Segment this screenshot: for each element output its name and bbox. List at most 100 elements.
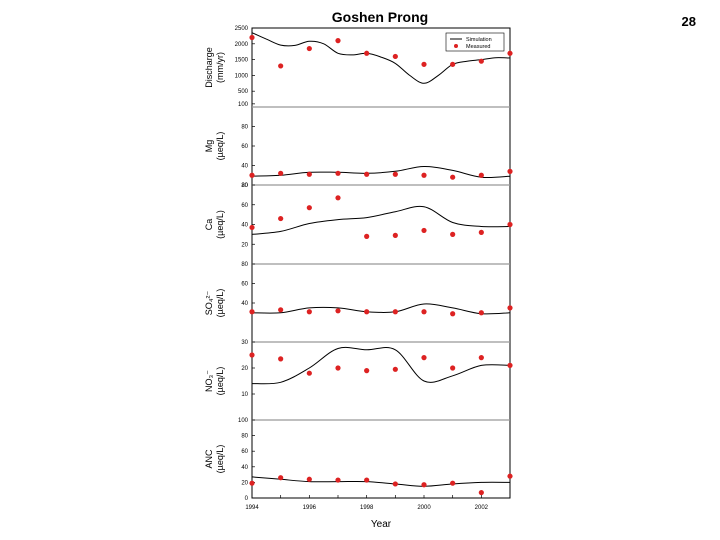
measured-point	[507, 50, 513, 56]
measured-point	[421, 172, 427, 178]
measured-point	[306, 45, 312, 52]
y-axis-label: NO₃⁻(µeq/L)	[204, 367, 225, 396]
measured-point	[364, 171, 370, 177]
y-tick-label: 30	[241, 340, 248, 346]
y-tick-label: 40	[241, 465, 248, 471]
y-tick-label: 0	[245, 496, 249, 502]
measured-point	[306, 309, 312, 315]
y-axis-label: Discharge(mm/yr)	[204, 47, 225, 88]
y-tick-label: 20	[241, 366, 248, 372]
panel-ca: 20 40 60 80 Ca(µeq/L)	[204, 183, 513, 248]
measured-point	[306, 476, 312, 482]
measured-point	[392, 309, 398, 315]
y-axis-label-line: (µeq/L)	[215, 289, 225, 318]
y-tick-label: 2000	[235, 42, 249, 48]
measured-point	[507, 305, 513, 311]
simulation-line-ca	[251, 205, 511, 235]
y-axis-label-line: (µeq/L)	[215, 132, 225, 161]
measured-point	[278, 475, 284, 481]
measured-point	[478, 355, 484, 361]
measured-point	[249, 480, 255, 486]
y-tick-label: 2500	[235, 26, 249, 32]
y-tick-label: 80	[241, 183, 248, 189]
measured-point	[507, 221, 513, 228]
measured-point	[421, 61, 427, 67]
measured-point	[478, 58, 484, 64]
x-axis-label: Year	[371, 519, 392, 530]
measured-point	[278, 307, 284, 313]
measured-point	[278, 170, 284, 176]
measured-point	[392, 481, 398, 487]
measured-point	[450, 311, 456, 317]
panel-no3: 10 20 30 NO₃⁻(µeq/L)	[204, 340, 513, 398]
panel-mg: 20 40 60 80 Mg(µeq/L)	[204, 106, 513, 189]
y-axis-label: Ca(µeq/L)	[204, 210, 225, 239]
y-tick-label: 20	[241, 183, 248, 189]
measured-point	[335, 477, 341, 483]
y-tick-label: 1000	[235, 73, 249, 79]
y-tick-label: 500	[238, 89, 249, 95]
measured-point	[306, 171, 312, 177]
simulation-line-anc	[251, 476, 511, 487]
x-tick-label: 1996	[303, 505, 317, 511]
measured-point	[421, 355, 427, 361]
y-axis-label-line: Mg	[204, 140, 214, 153]
measured-point	[306, 370, 312, 376]
measured-point	[278, 63, 284, 69]
measured-point	[507, 362, 513, 368]
x-tick-label: 2002	[475, 505, 489, 511]
panel-so4: 40 60 80 SO₄²⁻(µeq/L)	[204, 262, 513, 317]
y-tick-label: 60	[241, 449, 248, 455]
measured-point	[478, 172, 484, 178]
panel-discharge: 100 500 1000 1500 2000 2500 Discharge(mm/yr)	[204, 26, 513, 108]
measured-point	[364, 233, 370, 239]
measured-point	[421, 227, 427, 234]
measured-point	[507, 168, 513, 174]
measured-point	[478, 489, 484, 496]
measured-point	[335, 38, 341, 44]
y-axis-label-line: NO₃⁻	[204, 370, 214, 392]
y-axis-label-line: Discharge	[204, 47, 214, 88]
x-tick-label: 2000	[417, 505, 431, 511]
measured-point	[306, 205, 312, 211]
y-tick-label: 100	[238, 102, 249, 108]
y-tick-label: 80	[241, 434, 248, 440]
measured-point	[392, 53, 398, 60]
measured-point	[335, 195, 341, 201]
x-tick-label: 1994	[245, 505, 259, 511]
measured-point	[335, 170, 341, 176]
legend-box	[445, 32, 505, 52]
y-tick-label: 40	[241, 164, 248, 170]
y-tick-label: 60	[241, 144, 248, 150]
page-number: 28	[681, 14, 696, 29]
y-axis-label-line: (µeq/L)	[215, 445, 225, 474]
measured-point	[335, 365, 341, 371]
simulation-line-mg	[251, 165, 511, 178]
y-axis-label: SO₄²⁻(µeq/L)	[204, 289, 225, 318]
y-tick-label: 40	[241, 301, 248, 307]
chart-title: Goshen Prong	[331, 9, 429, 25]
measured-point	[335, 308, 341, 314]
y-axis-label-line: (µeq/L)	[215, 210, 225, 239]
y-tick-label: 60	[241, 282, 248, 288]
measured-point	[249, 224, 255, 231]
measured-point	[450, 61, 456, 67]
measured-point	[450, 231, 456, 237]
measured-point	[249, 309, 255, 315]
measured-point	[478, 229, 484, 235]
measured-point	[392, 171, 398, 177]
measured-point	[249, 172, 255, 178]
y-axis-label-line: SO₄²⁻	[204, 291, 214, 316]
measured-point	[278, 356, 284, 362]
measured-point	[421, 309, 427, 315]
y-tick-label: 40	[241, 223, 248, 229]
measured-point	[249, 34, 255, 41]
measured-point	[421, 482, 427, 488]
measured-point	[364, 477, 370, 483]
legend-simulation-label: Simulation	[466, 37, 492, 43]
simulation-line-discharge	[251, 32, 511, 84]
y-tick-label: 20	[241, 242, 248, 248]
y-tick-label: 80	[241, 125, 248, 131]
